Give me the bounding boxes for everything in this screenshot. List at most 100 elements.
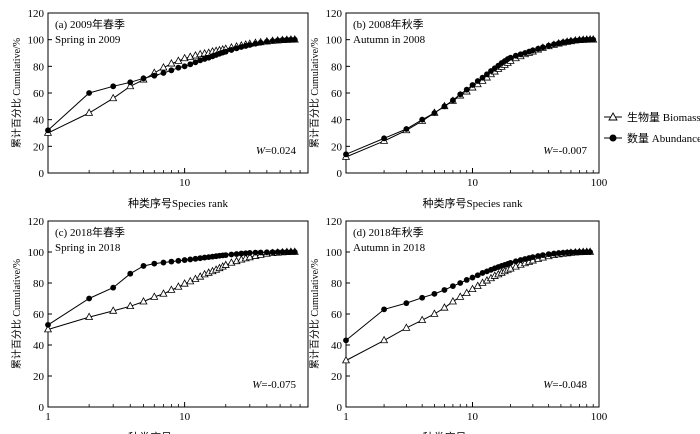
panel-c-y-tick-label: 0 bbox=[39, 402, 45, 414]
panel-d-abundance-point bbox=[555, 250, 562, 256]
panel-b-abundance-point bbox=[419, 116, 426, 123]
panel-d-abundance-point bbox=[441, 287, 448, 293]
panel-a-biomass-point bbox=[174, 56, 183, 64]
panel-b-abundance-point bbox=[550, 41, 557, 48]
panel-c-abundance-point bbox=[283, 249, 290, 255]
panel-d-abundance-point bbox=[469, 274, 476, 281]
panel-b-abundance-point bbox=[343, 151, 349, 158]
panel-c-biomass-point bbox=[150, 292, 159, 300]
panel-c-y-tick-label: 80 bbox=[33, 278, 45, 290]
panel-a-abundance-point bbox=[160, 70, 167, 76]
panel-c-abundance-point bbox=[257, 249, 264, 256]
panel-c-biomass-point bbox=[167, 285, 176, 293]
panel-c-biomass-point bbox=[43, 324, 53, 333]
panel-b-x-tick-label: 10 bbox=[467, 177, 479, 189]
panel-d-abundance-point bbox=[479, 270, 486, 276]
panel-d-abundance-point bbox=[343, 337, 349, 344]
panel-d-abundance-point bbox=[431, 290, 438, 297]
panel-d-abundance-point bbox=[507, 259, 514, 266]
panel-a-biomass-point bbox=[180, 53, 189, 62]
panel-d-abundance-point bbox=[463, 277, 470, 283]
panel-c-y-tick-label: 100 bbox=[28, 247, 45, 259]
panel-c-x-tick-label: 10 bbox=[179, 411, 191, 423]
panel-b-abundance-point bbox=[431, 110, 438, 116]
panel-c-abundance-point bbox=[127, 270, 134, 277]
panel-a-abundance-point bbox=[192, 59, 199, 66]
panel-d-y-tick-label: 40 bbox=[331, 340, 343, 352]
panel-a-abundance-point bbox=[110, 83, 117, 90]
panel-b-y-tick-label: 60 bbox=[331, 88, 343, 100]
panel-c-biomass-point bbox=[221, 260, 230, 268]
panel-d-w-value: =-0.048 bbox=[552, 379, 587, 391]
panel-a-subtitle: Spring in 2009 bbox=[55, 34, 121, 46]
panel-a-abundance-point bbox=[238, 44, 245, 50]
panel-c-abundance-point bbox=[86, 295, 93, 302]
panel-a-abundance-point bbox=[187, 61, 194, 68]
panel-d-biomass-point bbox=[418, 315, 427, 324]
panel-b-y-tick-label: 100 bbox=[326, 35, 343, 47]
panel-c-abundance-point bbox=[160, 259, 167, 266]
panel-d-abundance-line bbox=[345, 251, 591, 341]
panel-c-abundance-point bbox=[291, 249, 298, 255]
panel-b-abundance-point bbox=[479, 74, 486, 81]
panel-c-abundance-point bbox=[228, 251, 235, 258]
panel-c-abundance-point bbox=[238, 250, 245, 257]
panel-a-y-tick-label: 100 bbox=[28, 35, 45, 47]
panel-a-abundance-point bbox=[140, 75, 147, 82]
panel-b-y-tick-label: 80 bbox=[331, 61, 343, 73]
panel-d-biomass-point bbox=[506, 264, 515, 272]
panel-a: 0 20 40 60 80 100 120 10 (a) 2009年春季 Spring in 20… bbox=[10, 8, 309, 210]
panel-c-biomass-point bbox=[126, 301, 135, 310]
legend-biomass-triangle-icon bbox=[608, 112, 618, 121]
panel-c-x-tick-label: 1 bbox=[45, 411, 51, 423]
panel-a-abundance-point bbox=[127, 79, 134, 86]
panel-b-abundance-point bbox=[568, 38, 574, 44]
panel-b-y-tick-label: 0 bbox=[337, 168, 343, 180]
panel-b-abundance-point bbox=[517, 51, 524, 58]
panel-a-abundance-point bbox=[228, 47, 235, 53]
panel-c-biomass-point bbox=[109, 306, 118, 314]
panel-a-abundance-point bbox=[233, 45, 240, 52]
panel-d-biomass-point bbox=[380, 335, 389, 344]
panel-a-x-axis-title: 种类序号Species rank bbox=[128, 196, 228, 210]
legend-abundance-circle-icon bbox=[609, 134, 617, 142]
panel-d-biomass-point bbox=[430, 309, 439, 317]
panel-a-biomass-point bbox=[126, 81, 135, 90]
panel-c-abundance-point bbox=[197, 255, 204, 262]
panel-a-abundance-point bbox=[291, 36, 298, 43]
panel-c-abundance-point bbox=[274, 249, 281, 255]
panel-b-subtitle: Autumn in 2008 bbox=[353, 34, 426, 46]
panel-a-abundance-point bbox=[246, 42, 253, 48]
panel-b-abundance-point bbox=[529, 47, 536, 54]
panel-b-w-value: =-0.007 bbox=[552, 145, 587, 157]
panel-c-biomass-point bbox=[159, 289, 168, 297]
panel-c-abundance-point bbox=[222, 252, 229, 258]
panel-a-abundance-point bbox=[45, 127, 51, 134]
panel-b-y-axis-title: 累计百分比 Cumulative/% bbox=[308, 38, 321, 148]
panel-a-biomass-point bbox=[167, 59, 176, 67]
panel-a-y-tick-label: 80 bbox=[33, 61, 45, 73]
panel-d-y-tick-label: 0 bbox=[337, 402, 343, 414]
panel-c-abundance-point bbox=[140, 263, 147, 269]
panel-c: 0 20 40 60 80 100 120 1 10 (c) 2018年春季 Spring in 2… bbox=[10, 216, 309, 434]
panel-d-x-tick-label: 10 bbox=[467, 411, 479, 423]
panel-d-x-tick-label: 1 bbox=[343, 411, 349, 423]
panel-b-abundance-point bbox=[535, 45, 541, 52]
panel-d-abundance-point bbox=[474, 272, 481, 279]
panel-c-y-tick-label: 40 bbox=[33, 340, 45, 352]
legend-abundance-label: 数量 Abundance bbox=[627, 132, 700, 145]
panel-d-abundance-point bbox=[550, 250, 557, 257]
figure-legend: 生物量 Biomass 数量 Abundance bbox=[604, 110, 700, 145]
panel-c-biomass-point bbox=[245, 252, 254, 261]
panel-c-subtitle: Spring in 2018 bbox=[55, 242, 121, 254]
panel-d-abundance-point bbox=[512, 258, 519, 265]
panel-a-abundance-point bbox=[86, 90, 93, 96]
panel-a-w-symbol: W bbox=[256, 145, 266, 157]
panel-b-x-tick-label: 100 bbox=[591, 177, 608, 189]
panel-c-abundance-point bbox=[181, 257, 188, 263]
panel-b-abundance-point bbox=[463, 86, 470, 93]
panel-c-y-axis-title: 累计百分比 Cumulative/% bbox=[10, 259, 23, 369]
panel-c-w-symbol: W bbox=[252, 379, 262, 391]
panel-d-biomass-line bbox=[345, 251, 591, 361]
panel-b-abundance-point bbox=[484, 71, 490, 78]
